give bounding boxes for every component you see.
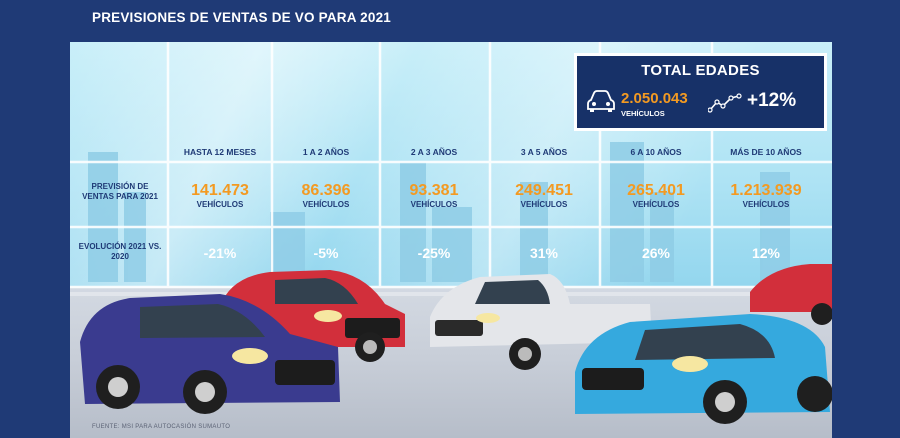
evolution-value: -25% xyxy=(417,245,451,261)
evolution-value: -5% xyxy=(313,245,339,261)
total-summary-box: TOTAL EDADES 2.050.043 VEHÍCULOS +12% xyxy=(574,53,827,131)
infographic-panel: TOTAL EDADES 2.050.043 VEHÍCULOS +12% PR… xyxy=(70,42,832,438)
column-header: HASTA 12 MESES xyxy=(183,147,257,157)
evolution-value: 12% xyxy=(751,245,781,261)
forecast-unit: VEHÍCULOS xyxy=(302,200,350,209)
forecast-value: 86.396 xyxy=(301,182,351,199)
source-note: FUENTE: MSI PARA AUTOCASIÓN SUMAUTO xyxy=(92,424,231,430)
blue-suv xyxy=(575,314,832,424)
purple-car xyxy=(80,294,340,414)
column-header: MÁS DE 10 AÑOS xyxy=(730,147,802,157)
forecast-value: 1.213.939 xyxy=(730,182,802,199)
total-unit: VEHÍCULOS xyxy=(621,109,665,118)
forecast-unit: VEHÍCULOS xyxy=(742,200,790,209)
total-change: +12% xyxy=(747,90,797,111)
evolution-value: 31% xyxy=(529,245,559,261)
evolution-value: -21% xyxy=(203,245,237,261)
total-value: 2.050.043 xyxy=(621,90,688,107)
column-header: 2 A 3 AÑOS xyxy=(410,147,458,157)
forecast-unit: VEHÍCULOS xyxy=(520,200,568,209)
forecast-unit: VEHÍCULOS xyxy=(196,200,244,209)
forecast-unit: VEHÍCULOS xyxy=(410,200,458,209)
trend-icon xyxy=(708,93,742,113)
page-title: PREVISIONES DE VENTAS DE VO PARA 2021 xyxy=(92,10,391,25)
total-heading: TOTAL EDADES xyxy=(641,62,760,79)
red-car-right xyxy=(750,264,832,325)
forecast-value: 265.401 xyxy=(627,182,685,199)
car-icon xyxy=(587,90,615,112)
column-header: 6 A 10 AÑOS xyxy=(630,147,682,157)
column-header: 1 A 2 AÑOS xyxy=(302,147,350,157)
forecast-value: 141.473 xyxy=(191,182,249,199)
column-header: 3 A 5 AÑOS xyxy=(520,147,568,157)
forecast-unit: VEHÍCULOS xyxy=(632,200,680,209)
cars-illustration xyxy=(80,264,832,424)
row-label-forecast: PREVISIÓN DE VENTAS PARA 2021 xyxy=(82,182,158,201)
forecast-value: 249.451 xyxy=(515,182,573,199)
evolution-value: 26% xyxy=(641,245,671,261)
row-label-evolution: EVOLUCIÓN 2021 VS. 2020 xyxy=(78,242,162,261)
forecast-value: 93.381 xyxy=(409,182,459,199)
